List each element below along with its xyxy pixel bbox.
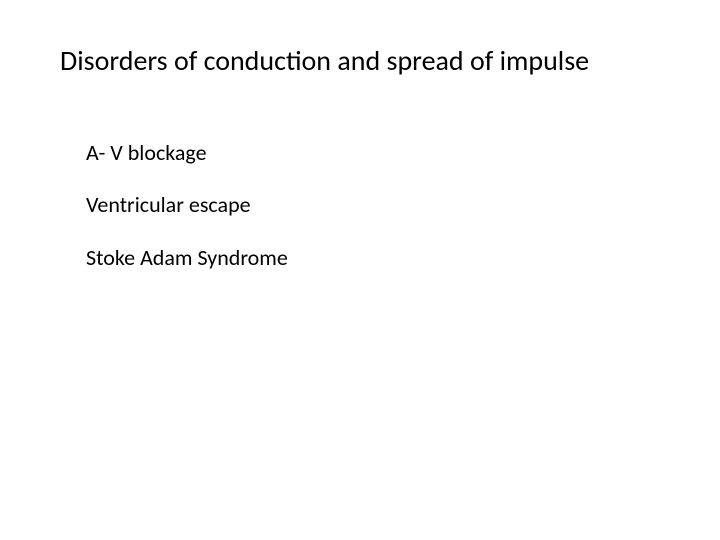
list-item: A- V blockage <box>86 140 660 166</box>
slide: Disorders of conduction and spread of im… <box>0 0 720 540</box>
list-item: Ventricular escape <box>86 192 660 218</box>
list-item: Stoke Adam Syndrome <box>86 245 660 271</box>
slide-title: Disorders of conduction and spread of im… <box>60 44 680 78</box>
slide-body: A- V blockage Ventricular escape Stoke A… <box>86 140 660 297</box>
